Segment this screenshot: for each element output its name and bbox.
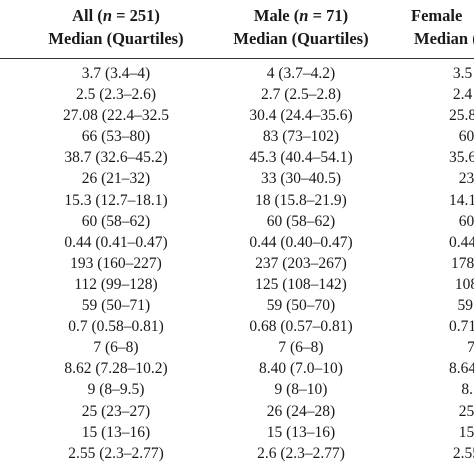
cell-male: 60 (58–62): [266, 212, 336, 230]
table-row: 8.62 (7.28–10.2) 8.40 (7.0–10) 8.64 (7: [0, 358, 474, 379]
cell-all: 25 (23–27): [81, 402, 151, 420]
cell-male: 4 (3.7–4.2): [266, 65, 336, 82]
cell-female: 59.5: [457, 297, 474, 315]
cell-male: 0.68 (0.57–0.81): [249, 318, 353, 336]
cell-female: 2.4 (2: [452, 86, 474, 104]
table-row: 27.08 (22.4–32.5 30.4 (24.4–35.6) 25.8 (2: [0, 105, 474, 126]
cell-female: 0.71 (0: [449, 318, 474, 336]
table-row: 38.7 (32.6–45.2) 45.3 (40.4–54.1) 35.6 (3: [0, 147, 474, 168]
group-prefix: Female: [411, 6, 463, 25]
column-header-female: Female Median (Q: [411, 4, 474, 50]
cell-male: 8.40 (7.0–10): [259, 360, 343, 378]
cell-all: 112 (99–128): [74, 275, 158, 293]
group-title-all: All (n = 251): [26, 4, 206, 27]
table-row: 112 (99–128) 125 (108–142) 108 (: [0, 274, 474, 295]
table-body: 3.7 (3.4–4) 4 (3.7–4.2) 3.5 (3 2.5 (2.3–2.6…: [0, 63, 474, 464]
table-row: 25 (23–27) 26 (24–28) 25 (: [0, 401, 474, 422]
cell-female: 8.5: [461, 381, 474, 399]
cell-female: 25.8 (2: [449, 107, 474, 125]
table-row: 60 (58–62) 60 (58–62) 60 (: [0, 211, 474, 232]
table-row: 26 (21–32) 33 (30–40.5) 23 (: [0, 168, 474, 189]
stat-label-male: Median (Quartiles): [233, 29, 369, 48]
cell-male: 26 (24–28): [266, 402, 336, 420]
cell-male: 45.3 (40.4–54.1): [249, 149, 353, 167]
cell-all: 9 (8–9.5): [87, 381, 145, 399]
cell-male: 18 (15.8–21.9): [255, 191, 347, 209]
cell-male: 2.6 (2.3–2.77): [257, 444, 345, 462]
cell-all: 0.7 (0.58–0.81): [68, 318, 164, 336]
cell-female: 15 (: [458, 423, 474, 441]
table-header: All (n = 251) Median (Quartiles) Male (n…: [0, 0, 474, 60]
stat-label-all: Median (Quartiles): [48, 29, 184, 48]
cell-male: 125 (108–142): [255, 275, 347, 293]
cell-all: 15.3 (12.7–18.1): [64, 191, 168, 209]
cell-male: 59 (50–70): [266, 297, 336, 315]
cell-all: 3.7 (3.4–4): [81, 65, 151, 82]
cell-female: 178 (1: [450, 254, 474, 272]
cell-male: 33 (30–40.5): [260, 170, 342, 188]
cell-female: 60 (: [458, 212, 474, 230]
cell-female: 35.6 (3: [449, 149, 474, 167]
stat-label-female: Median (Q: [414, 29, 474, 48]
group-title-female: Female: [411, 4, 474, 27]
cell-male: 83 (73–102): [262, 128, 340, 146]
group-suffix: = 251): [112, 6, 160, 25]
cell-male: 15 (13–16): [266, 423, 336, 441]
cell-all: 59 (50–71): [81, 297, 151, 315]
cell-all: 27.08 (22.4–32.5: [63, 107, 169, 125]
cell-male: 2.7 (2.5–2.8): [260, 86, 342, 104]
column-header-all: All (n = 251) Median (Quartiles): [26, 4, 206, 50]
table-row: 15 (13–16) 15 (13–16) 15 (: [0, 422, 474, 443]
cell-all: 0.44 (0.41–0.47): [64, 233, 168, 251]
cell-all: 7 (6–8): [93, 339, 139, 357]
cell-all: 15 (13–16): [81, 423, 151, 441]
column-header-male: Male (n = 71) Median (Quartiles): [211, 4, 391, 50]
header-rule: [0, 58, 474, 59]
cell-male: 30.4 (24.4–35.6): [249, 107, 353, 125]
cell-all: 2.55 (2.3–2.77): [68, 444, 164, 462]
cell-all: 8.62 (7.28–10.2): [64, 360, 168, 378]
n-symbol: n: [299, 6, 309, 25]
table-row: 3.7 (3.4–4) 4 (3.7–4.2) 3.5 (3: [0, 63, 474, 84]
cell-female: 23 (: [458, 170, 474, 188]
cell-all: 193 (160–227): [70, 254, 162, 272]
cell-female: 2.55 (: [452, 444, 474, 462]
cell-all: 38.7 (32.6–45.2): [64, 149, 168, 167]
table-row: 7 (6–8) 7 (6–8) 7: [0, 337, 474, 358]
table-row: 15.3 (12.7–18.1) 18 (15.8–21.9) 14.1 (1: [0, 190, 474, 211]
cell-male: 7 (6–8): [278, 339, 324, 357]
cell-all: 66 (53–80): [81, 128, 151, 146]
table-row: 0.7 (0.58–0.81) 0.68 (0.57–0.81) 0.71 (0: [0, 316, 474, 337]
cell-all: 2.5 (2.3–2.6): [75, 86, 157, 104]
cell-male: 0.44 (0.40–0.47): [249, 233, 353, 251]
cell-female: 25 (: [458, 402, 474, 420]
table-row: 66 (53–80) 83 (73–102) 60 (: [0, 126, 474, 147]
table-row: 9 (8–9.5) 9 (8–10) 8.5: [0, 379, 474, 400]
group-suffix: = 71): [308, 6, 349, 25]
cell-female: 3.5 (3: [452, 65, 474, 82]
cell-female: 14.1 (1: [449, 191, 474, 209]
table-row: 193 (160–227) 237 (203–267) 178 (1: [0, 253, 474, 274]
cell-male: 9 (8–10): [274, 381, 328, 399]
cell-female: 7: [467, 339, 474, 357]
table-row: 0.44 (0.41–0.47) 0.44 (0.40–0.47) 0.44 (0: [0, 232, 474, 253]
table-row: 2.55 (2.3–2.77) 2.6 (2.3–2.77) 2.55 (: [0, 443, 474, 464]
cell-female: 0.44 (0: [449, 233, 474, 251]
table-row: 2.5 (2.3–2.6) 2.7 (2.5–2.8) 2.4 (2: [0, 84, 474, 105]
cell-female: 60 (: [458, 128, 474, 146]
group-prefix: Male (: [253, 6, 300, 25]
cell-all: 60 (58–62): [81, 212, 151, 230]
cell-female: 108 (: [454, 275, 474, 293]
cell-male: 237 (203–267): [255, 254, 347, 272]
table-row: 59 (50–71) 59 (50–70) 59.5: [0, 295, 474, 316]
group-title-male: Male (n = 71): [211, 4, 391, 27]
n-symbol: n: [102, 6, 112, 25]
cell-female: 8.64 (7: [449, 360, 474, 378]
cell-all: 26 (21–32): [81, 170, 151, 188]
group-prefix: All (: [72, 6, 103, 25]
